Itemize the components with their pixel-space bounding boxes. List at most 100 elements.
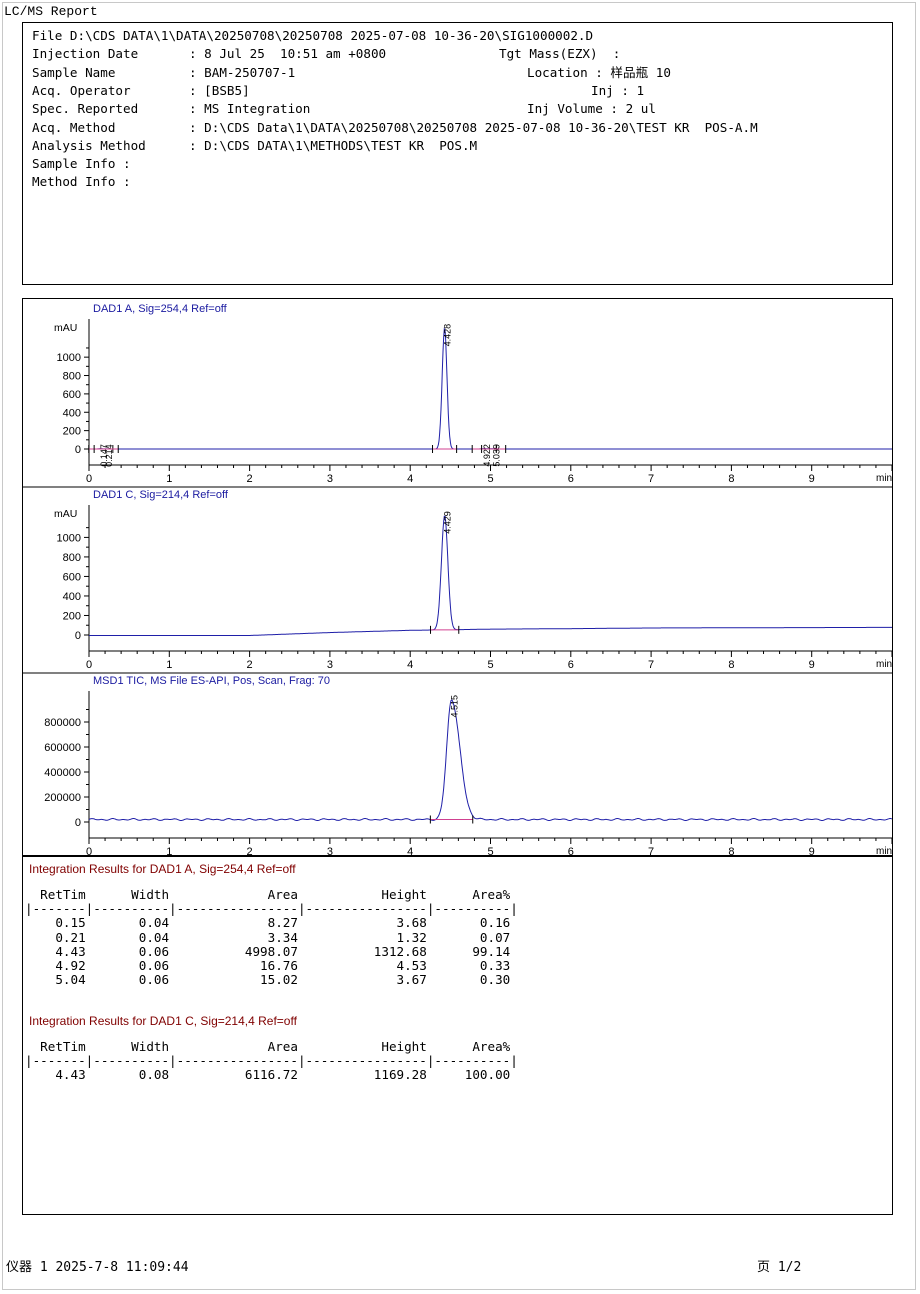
panel3-xtick-label: 4 <box>407 846 413 855</box>
charts-box: DAD1 A, Sig=254,4 Ref=off mAU 0 200 400 600 80… <box>22 298 893 856</box>
panel1-ytick-label: 600 <box>63 389 81 401</box>
sample-name: : BAM-250707-1 <box>189 65 296 80</box>
panel1-ytick-label: 200 <box>63 426 81 438</box>
panel1-peak-label: 0.147 <box>99 444 109 467</box>
panel2-ylabel: mAU <box>54 508 77 520</box>
panel2-xtick-label: 6 <box>568 659 574 671</box>
panel1-xtick-label: 4 <box>407 473 413 485</box>
panel1-xtick-label: 3 <box>327 473 333 485</box>
panel2-xtick-label: 7 <box>648 659 654 671</box>
inj-volume: Inj Volume : 2 ul <box>527 101 656 116</box>
panel3-xtick-label: 8 <box>728 846 734 855</box>
operator: : [BSB5] <box>189 83 250 98</box>
panel1-peak-label: 5.039 <box>492 444 502 467</box>
method-info: Method Info : <box>32 174 131 189</box>
panel3-ytick-label: 400000 <box>44 767 81 779</box>
header-box: File D:\CDS DATA\1\DATA\20250708\2025070… <box>22 22 893 285</box>
file-line: File D:\CDS DATA\1\DATA\20250708\2025070… <box>32 28 594 43</box>
panel2-ytick-label: 800 <box>63 552 81 564</box>
acq-method-label: Acq. Method <box>32 120 116 135</box>
panel1-xlabel: min <box>876 473 892 484</box>
results-a-separator: |-------|----------|----------------|---… <box>25 901 518 917</box>
panel3-xtick-label: 7 <box>648 846 654 855</box>
results-c-separator: |-------|----------|----------------|---… <box>25 1053 518 1069</box>
panel2-xtick-label: 1 <box>166 659 172 671</box>
spec-label: Spec. Reported <box>32 101 139 116</box>
results-c-header-row: RetTim Width Area Height Area% <box>25 1039 511 1054</box>
spec: : MS Integration <box>189 101 311 116</box>
results-a-row: 0.21 0.04 3.34 1.32 0.07 <box>25 929 511 945</box>
analysis-method-label: Analysis Method <box>32 138 146 153</box>
injection-date: : 8 Jul 25 10:51 am +0800 <box>189 46 387 61</box>
panel2-xtick-label: 4 <box>407 659 413 671</box>
footer-instrument-timestamp: 仪器 1 2025-7-8 11:09:44 <box>6 1260 189 1275</box>
panel1-peak-label: 0.214 <box>104 444 114 467</box>
panel1-xtick-label: 8 <box>728 473 734 485</box>
panel2-ytick-label: 200 <box>63 610 81 622</box>
sample-name-label: Sample Name <box>32 65 116 80</box>
panel1-ylabel: mAU <box>54 322 77 334</box>
panel3-peak-label: 4.515 <box>450 695 460 718</box>
sample-info: Sample Info : <box>32 156 131 171</box>
panel3-xtick-label: 9 <box>809 846 815 855</box>
results-c-row: 4.43 0.08 6116.72 1169.28 100.00 <box>25 1067 511 1083</box>
report-title: LC/MS Report <box>4 4 98 19</box>
operator-label: Acq. Operator <box>32 83 131 98</box>
analysis-method: : D:\CDS DATA\1\METHODS\TEST KR POS.M <box>189 138 478 153</box>
panel1-xtick-label: 5 <box>487 473 493 485</box>
panel2-xtick-label: 5 <box>487 659 493 671</box>
panel1-xtick-label: 0 <box>86 473 92 485</box>
injection-date-label: Injection Date <box>32 46 139 61</box>
panel3-signal-trace <box>88 699 892 822</box>
results-table-a: RetTim Width Area Height Area% |-------|-… <box>25 887 518 987</box>
acq-method: : D:\CDS Data\1\DATA\20250708\20250708 2… <box>189 120 758 135</box>
panel1-xtick-label: 6 <box>568 473 574 485</box>
panel1-xtick-label: 1 <box>166 473 172 485</box>
panel1-xtick-label: 2 <box>247 473 253 485</box>
panel3-xtick-label: 6 <box>568 846 574 855</box>
panel1-xtick-label: 9 <box>809 473 815 485</box>
panel1-signal-trace <box>89 327 892 450</box>
footer-page-number: 页 1/2 <box>757 1260 802 1275</box>
panel2-xtick-label: 9 <box>809 659 815 671</box>
panel2-xtick-label: 0 <box>86 659 92 671</box>
tgt-mass: Tgt Mass(EZX) : <box>499 46 621 61</box>
panel3-xtick-label: 5 <box>487 846 493 855</box>
panel1-ytick-label: 800 <box>63 371 81 383</box>
panel1-ytick-label: 400 <box>63 407 81 419</box>
location: Location : 样品瓶 10 <box>527 65 671 80</box>
results-box: Integration Results for DAD1 A, Sig=254,… <box>22 856 893 1215</box>
results-title-c: Integration Results for DAD1 C, Sig=214,… <box>29 1014 297 1028</box>
panel3-xtick-label: 2 <box>247 846 253 855</box>
panel2-ytick-label: 1000 <box>57 532 81 544</box>
results-title-a: Integration Results for DAD1 A, Sig=254,… <box>29 862 296 876</box>
panel2-xtick-label: 8 <box>728 659 734 671</box>
panel3-xlabel: min <box>876 846 892 855</box>
results-a-row: 4.92 0.06 16.76 4.53 0.33 <box>25 958 511 974</box>
results-a-header-row: RetTim Width Area Height Area% <box>25 887 511 902</box>
panel3-ytick-label: 800000 <box>44 717 81 729</box>
panel3-ytick-label: 600000 <box>44 742 81 754</box>
chromatogram-svg: DAD1 A, Sig=254,4 Ref=offmAU020040060080… <box>23 303 892 855</box>
panel1-ytick-label: 1000 <box>57 352 81 364</box>
panel1-peak-label: 4.922 <box>482 444 492 467</box>
panel1-ytick-label: 0 <box>75 444 81 456</box>
panel3-ytick-label: 200000 <box>44 792 81 804</box>
panel2-signal-trace <box>89 515 892 636</box>
results-a-row: 4.43 0.06 4998.07 1312.68 99.14 <box>25 943 511 959</box>
panel2-title: DAD1 C, Sig=214,4 Ref=off <box>93 489 229 501</box>
panel3-xtick-label: 3 <box>327 846 333 855</box>
results-a-row: 0.15 0.04 8.27 3.68 0.16 <box>25 915 511 931</box>
panel3-xtick-label: 0 <box>86 846 92 855</box>
panel1-xtick-label: 7 <box>648 473 654 485</box>
inj: Inj : 1 <box>591 83 645 98</box>
panel3-xtick-label: 1 <box>166 846 172 855</box>
panel2-xtick-label: 2 <box>247 659 253 671</box>
panel2-xtick-label: 3 <box>327 659 333 671</box>
panel2-xlabel: min <box>876 659 892 670</box>
panel2-peak-label: 4.429 <box>443 511 453 534</box>
panel1-title: DAD1 A, Sig=254,4 Ref=off <box>93 303 228 315</box>
panel3-ytick-label: 0 <box>75 817 81 829</box>
panel2-ytick-label: 400 <box>63 591 81 603</box>
